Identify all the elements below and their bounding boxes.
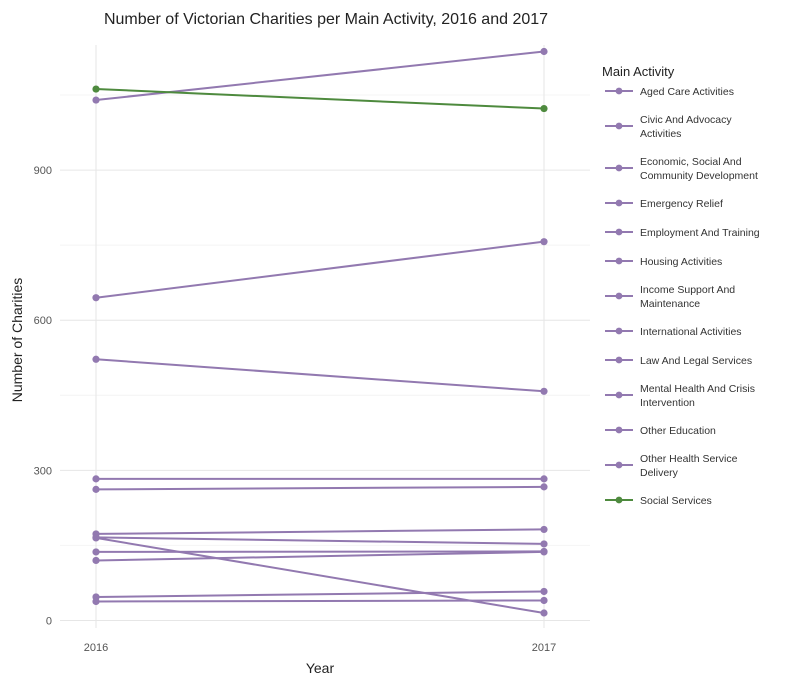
data-point (92, 548, 100, 556)
series-line (95, 240, 545, 299)
data-point (540, 587, 548, 596)
data-point (540, 387, 548, 395)
data-point (92, 294, 100, 302)
data-point (92, 355, 100, 363)
series-line (95, 88, 545, 110)
legend-label: Emergency Relief (640, 198, 723, 210)
legend-key-point (615, 292, 623, 300)
legend-item: Law And Legal Services (605, 355, 752, 367)
legend-key-point (615, 122, 623, 130)
legend-item: International Activities (605, 326, 742, 338)
legend-label: Other Health Service Delivery (640, 453, 738, 479)
data-point (92, 96, 100, 104)
legend-label: International Activities (640, 326, 742, 338)
legend-key-point (615, 199, 623, 207)
x-axis-label: Year (306, 660, 335, 676)
legend-key-point (615, 461, 623, 469)
data-point (92, 485, 100, 493)
legend-item: Emergency Relief (605, 198, 723, 210)
legend-title: Main Activity (602, 64, 675, 79)
data-point (540, 540, 548, 548)
data-point (540, 47, 548, 56)
x-tick-label: 2017 (532, 642, 556, 654)
legend-item: Economic, Social And Community Developmen… (605, 156, 758, 182)
series-line (95, 599, 545, 603)
series-other-health-service-delivery (92, 596, 548, 606)
legend-key-point (615, 496, 623, 504)
data-point (540, 238, 548, 246)
legend-key-point (615, 257, 623, 265)
legend-label: Economic, Social And Community Developmen… (640, 156, 758, 182)
data-point (92, 475, 100, 483)
chart-title: Number of Victorian Charities per Main A… (104, 11, 548, 28)
series-line (95, 550, 545, 553)
legend-item: Aged Care Activities (605, 86, 734, 98)
data-point (540, 548, 548, 556)
data-point (92, 534, 100, 542)
data-point (92, 597, 100, 606)
series-housing-activities (92, 525, 548, 538)
legend-label: Employment And Training (640, 227, 760, 239)
legend-key-point (615, 164, 623, 172)
legend-label: Aged Care Activities (640, 86, 734, 98)
legend-key-point (615, 327, 623, 335)
series-line (95, 528, 545, 535)
legend-label: Mental Health And Crisis Intervention (640, 383, 755, 409)
legend-item: Employment And Training (605, 227, 760, 239)
legend-label: Other Education (640, 425, 716, 437)
legend-key-point (615, 87, 623, 95)
series-economic-social-and-community-development (92, 355, 548, 395)
series-emergency-relief (92, 475, 548, 483)
legend-label: Law And Legal Services (640, 355, 752, 367)
series-line (95, 358, 545, 393)
legend-item: Other Health Service Delivery (605, 453, 738, 479)
series-lines (92, 47, 548, 617)
legend-label: Civic And Advocacy Activities (640, 114, 732, 140)
y-tick-label: 600 (34, 315, 52, 327)
series-social-services (92, 85, 548, 113)
series-line (95, 536, 545, 545)
y-tick-label: 0 (46, 615, 52, 627)
legend-item: Civic And Advocacy Activities (605, 114, 732, 140)
series-civic-and-advocacy-activities (92, 238, 548, 302)
legend-item: Income Support And Maintenance (605, 284, 735, 310)
series-line (95, 550, 545, 562)
data-point (540, 609, 548, 617)
series-line (95, 485, 545, 491)
legend-item: Mental Health And Crisis Intervention (605, 383, 755, 409)
legend: Main Activity Aged Care Activities Civic … (602, 64, 760, 507)
y-axis-ticks: 0 300 600 900 (34, 165, 52, 627)
data-point (540, 483, 548, 491)
x-axis-ticks: 2016 2017 (84, 642, 556, 654)
legend-items: Aged Care Activities Civic And Advocacy Ac… (605, 86, 760, 507)
series-mental-health-and-crisis-intervention (92, 548, 548, 565)
x-tick-label: 2016 (84, 642, 108, 654)
y-tick-label: 900 (34, 165, 52, 177)
series-line (95, 590, 545, 598)
legend-item: Social Services (605, 495, 712, 507)
data-point (540, 596, 548, 605)
legend-key-point (615, 228, 623, 236)
legend-item: Housing Activities (605, 256, 722, 268)
data-point (540, 525, 548, 534)
legend-label: Housing Activities (640, 256, 722, 268)
series-other-education (92, 587, 548, 601)
legend-label: Social Services (640, 495, 712, 507)
data-point (540, 104, 548, 113)
series-employment-and-training (92, 483, 548, 493)
legend-item: Other Education (605, 425, 716, 437)
data-point (92, 556, 100, 565)
series-international-activities (92, 534, 548, 617)
legend-key-point (615, 426, 623, 434)
legend-label: Income Support And Maintenance (640, 284, 735, 310)
y-axis-label: Number of Charities (9, 278, 25, 403)
data-point (540, 475, 548, 483)
y-tick-label: 300 (34, 465, 52, 477)
legend-key-point (615, 391, 623, 399)
data-point (92, 85, 100, 93)
legend-key-point (615, 356, 623, 364)
